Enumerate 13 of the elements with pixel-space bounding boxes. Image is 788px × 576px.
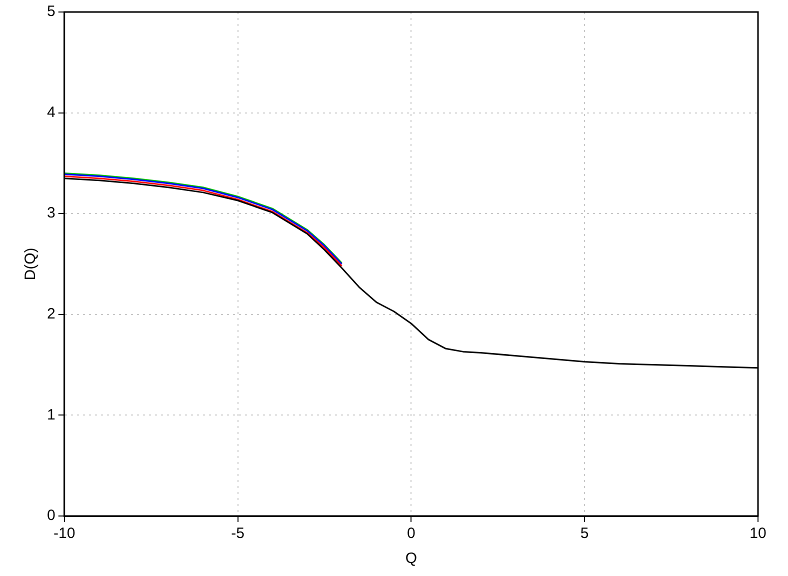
y-axis-title: D(Q) [22, 248, 40, 280]
y-tick-label: 0 [47, 507, 56, 524]
x-tick-label: -10 [54, 525, 76, 542]
y-tick-label: 2 [47, 306, 56, 323]
y-tick-label: 5 [47, 3, 56, 20]
x-tick-label: 0 [407, 525, 416, 542]
x-axis-title: Q [405, 550, 418, 568]
y-tick-label: 3 [47, 204, 56, 222]
x-tick-label: 10 [750, 525, 766, 542]
y-tick-label: 4 [47, 104, 56, 121]
y-tick-label: 1 [47, 406, 56, 424]
x-tick-label: -5 [231, 525, 244, 542]
x-tick-label: 5 [580, 525, 589, 542]
